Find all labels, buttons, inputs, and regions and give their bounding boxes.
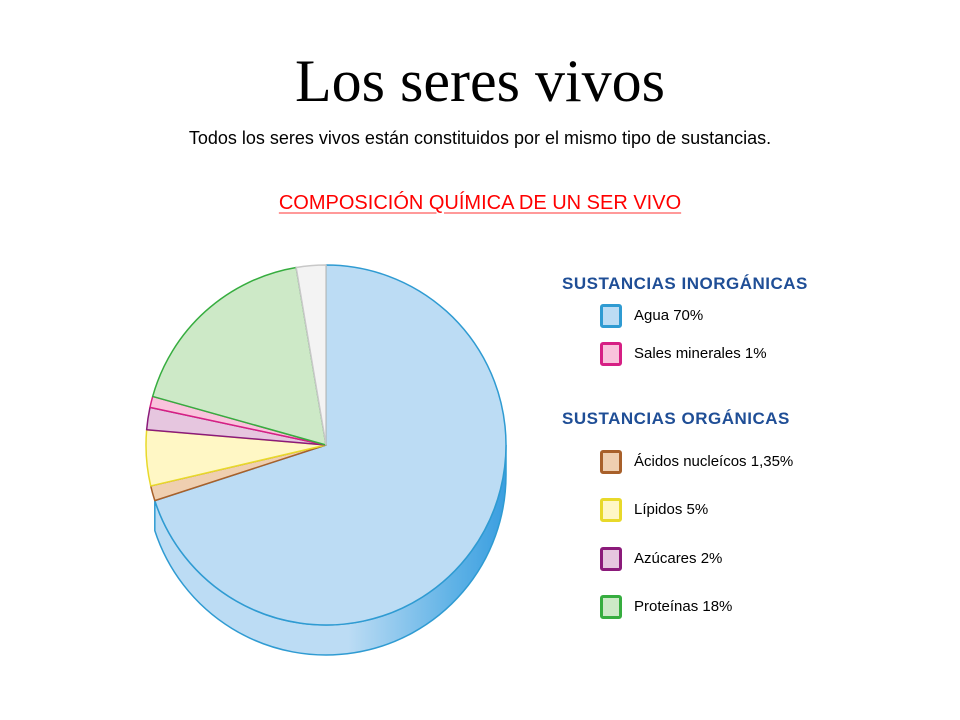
- page-subtitle: Todos los seres vivos están constituidos…: [188, 128, 772, 148]
- page-title: Los seres vivos: [295, 48, 665, 114]
- legend-label-agua: Agua 70%: [634, 307, 704, 324]
- chart-title: COMPOSICIÓN QUÍMICA DE UN SER VIVO: [278, 192, 682, 214]
- legend-swatch-proteinas: [600, 595, 622, 619]
- legend-label-sales-minerales: Sales minerales 1%: [634, 345, 767, 362]
- legend-group-title-organic: SUSTANCIAS ORGÁNICAS: [562, 409, 790, 428]
- legend-swatch-lipidos: [600, 498, 622, 522]
- legend-swatch-sales-minerales: [600, 342, 622, 366]
- pie-slice-agua: [154, 264, 507, 626]
- legend-label-azucares: Azúcares 2%: [634, 550, 723, 567]
- pie-top-layer: [145, 264, 507, 626]
- legend-swatch-azucares: [600, 547, 622, 571]
- legend-label-lipidos: Lípidos 5%: [634, 501, 709, 518]
- legend-swatch-acidos-nucleicos: [600, 450, 622, 474]
- pie-slice-proteinas: [151, 266, 327, 446]
- pie-chart: [145, 264, 507, 656]
- legend-label-proteinas: Proteínas 18%: [634, 598, 733, 615]
- legend-label-acidos-nucleicos: Ácidos nucleícos 1,35%: [634, 453, 794, 470]
- pie-slice-unlabeled: [295, 264, 327, 446]
- legend-group-title-inorganic: SUSTANCIAS INORGÁNICAS: [562, 274, 808, 293]
- legend-swatch-agua: [600, 304, 622, 328]
- chart-legend: SUSTANCIAS INORGÁNICAS Agua 70% Sales mi…: [560, 262, 940, 642]
